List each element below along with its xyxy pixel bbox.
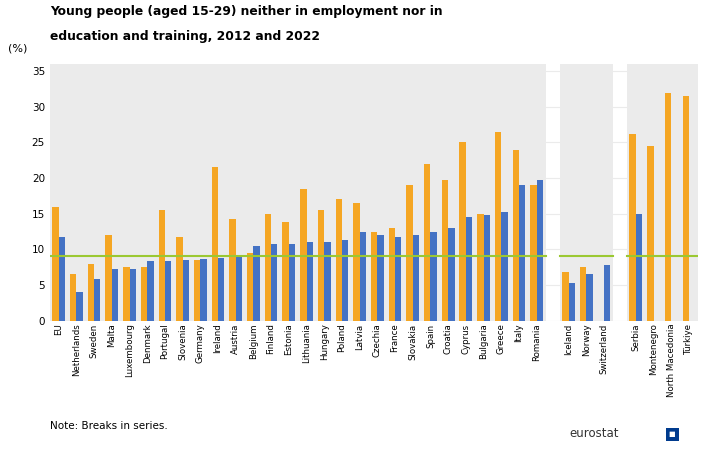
Bar [389, 228, 395, 321]
Bar [353, 203, 360, 321]
Bar [88, 264, 94, 321]
Bar [50, 64, 545, 321]
Bar [448, 228, 454, 321]
Bar [52, 207, 58, 321]
Bar [271, 245, 278, 321]
Bar [530, 185, 537, 321]
Bar [123, 267, 130, 321]
Bar [318, 210, 324, 321]
Bar [182, 260, 189, 321]
Bar [112, 268, 118, 321]
Bar [483, 215, 490, 321]
Bar [105, 235, 112, 321]
Bar [159, 210, 165, 321]
Text: Young people (aged 15-29) neither in employment nor in: Young people (aged 15-29) neither in emp… [50, 5, 442, 17]
Text: Note: Breaks in series.: Note: Breaks in series. [50, 420, 167, 431]
Bar [335, 200, 342, 321]
Bar [236, 257, 242, 321]
Bar [647, 146, 654, 321]
Bar [265, 214, 271, 321]
Bar [562, 272, 568, 321]
Bar [604, 265, 610, 321]
Bar [407, 185, 413, 321]
Bar [424, 164, 431, 321]
Bar [289, 244, 295, 321]
Bar [629, 134, 636, 321]
Bar [413, 235, 419, 321]
Bar [76, 292, 83, 321]
Text: (%): (%) [8, 44, 27, 54]
Bar [513, 150, 519, 321]
Bar [165, 262, 172, 321]
Bar [58, 237, 65, 321]
Bar [537, 180, 543, 321]
Bar [253, 246, 260, 321]
Bar [360, 232, 366, 321]
Bar [200, 259, 206, 321]
Text: eurostat: eurostat [570, 427, 619, 440]
Bar [580, 267, 586, 321]
Bar [371, 232, 377, 321]
Bar [665, 93, 671, 321]
Bar [683, 96, 689, 321]
Bar [342, 240, 348, 321]
Bar [501, 212, 508, 321]
Bar [94, 279, 100, 321]
Bar [636, 214, 642, 321]
Bar [395, 236, 402, 321]
Bar [141, 267, 147, 321]
Bar [627, 64, 698, 321]
Bar [211, 168, 218, 321]
Bar [307, 242, 313, 321]
Bar [247, 253, 253, 321]
Bar [218, 258, 224, 321]
Text: education and training, 2012 and 2022: education and training, 2012 and 2022 [50, 30, 320, 43]
Bar [560, 64, 613, 321]
Bar [459, 142, 466, 321]
Bar [194, 260, 200, 321]
Bar [283, 222, 289, 321]
Bar [130, 268, 136, 321]
Bar [147, 262, 154, 321]
Bar [466, 217, 472, 321]
Bar [324, 242, 330, 321]
Bar [495, 132, 501, 321]
Bar [586, 274, 592, 321]
Bar [568, 283, 575, 321]
Bar [377, 235, 384, 321]
Bar [519, 185, 525, 321]
Bar [70, 274, 76, 321]
Bar [431, 232, 437, 321]
Bar [441, 180, 448, 321]
Bar [477, 214, 483, 321]
Bar [300, 189, 307, 321]
Bar [229, 219, 236, 321]
Text: ■: ■ [669, 431, 676, 437]
Bar [177, 236, 182, 321]
